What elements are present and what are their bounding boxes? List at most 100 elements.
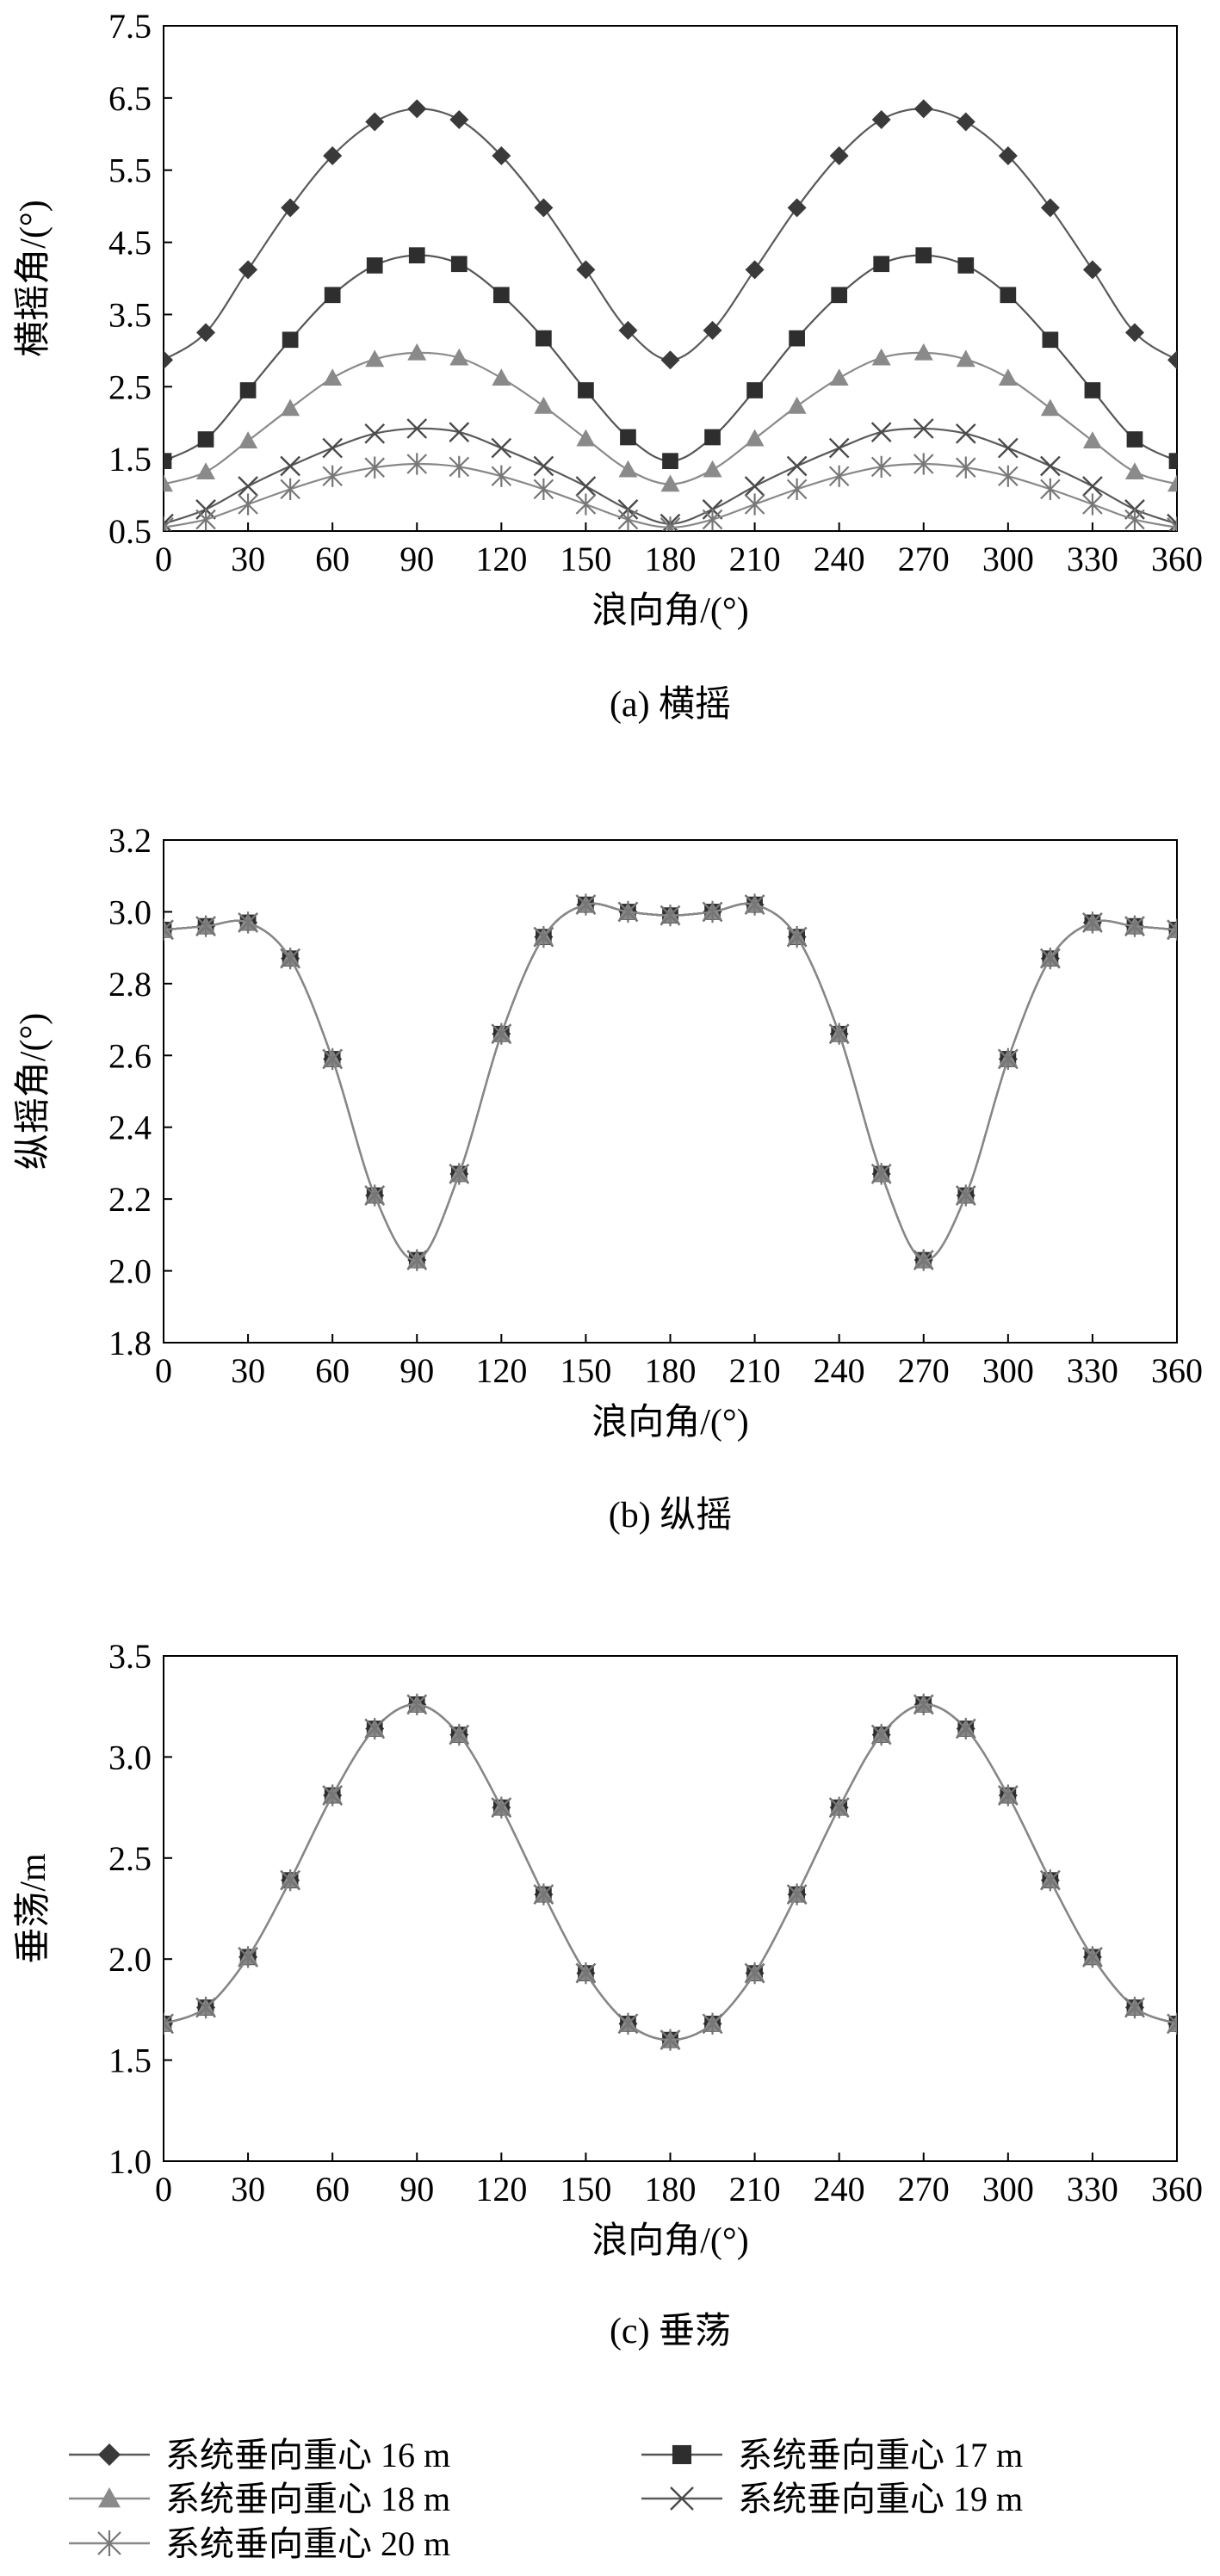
data-point	[956, 456, 976, 479]
x-tick-label: 180	[645, 2170, 697, 2208]
series-line	[164, 902, 1177, 1262]
data-point	[1082, 911, 1103, 934]
data-point	[195, 1996, 216, 2019]
data-point	[449, 422, 470, 442]
x-tick-label: 150	[560, 1351, 611, 1390]
data-point	[617, 2012, 639, 2035]
data-point	[1167, 350, 1177, 370]
chart-panel-1: 0 30 60 90 120 150 180 210 240 270 300 330 360 1.8 2.0…	[14, 821, 1203, 1535]
series-line	[164, 108, 1177, 361]
data-point	[1042, 331, 1059, 349]
data-point	[491, 465, 512, 487]
chart-panel-2: 0 30 60 90 120 150 180 210 240 270 300 330 360 1.0 1.5…	[14, 1637, 1203, 2351]
series-line	[164, 1703, 1177, 2042]
legend-marker	[97, 2530, 121, 2556]
x-tick-label: 360	[1151, 2170, 1203, 2208]
data-point	[322, 1784, 343, 1807]
data-point	[618, 320, 638, 340]
data-point	[744, 493, 765, 516]
x-tick-label: 240	[814, 2170, 865, 2208]
data-point	[533, 478, 554, 501]
data-point	[702, 900, 723, 924]
x-tick-label: 150	[560, 540, 611, 578]
data-point	[660, 350, 680, 370]
x-tick-label: 30	[231, 540, 265, 578]
data-point	[164, 2012, 174, 2035]
data-point	[786, 478, 808, 501]
data-point	[956, 1717, 976, 1740]
data-point	[998, 1047, 1019, 1071]
y-tick-label: 2.4	[108, 1109, 152, 1147]
data-point	[998, 368, 1018, 386]
x-tick-label: 300	[982, 2170, 1034, 2208]
data-point	[871, 110, 891, 130]
x-tick-label: 60	[315, 540, 350, 578]
data-point	[196, 462, 216, 480]
legend-marker	[670, 2486, 694, 2511]
panel-caption: (a) 横摇	[610, 685, 731, 725]
data-point	[195, 915, 216, 937]
data-point	[575, 1961, 597, 1985]
y-tick-label: 2.0	[108, 1252, 152, 1291]
data-point	[660, 474, 680, 492]
series-3	[164, 1694, 1177, 2050]
data-point	[576, 260, 596, 280]
x-tick-label: 150	[560, 2170, 611, 2208]
x-tick-label: 300	[982, 1351, 1034, 1390]
data-point	[956, 112, 975, 132]
data-point	[164, 474, 173, 492]
data-point	[915, 247, 932, 264]
data-point	[449, 110, 469, 130]
y-tick-label: 1.0	[108, 2142, 152, 2181]
data-point	[578, 382, 594, 398]
data-point	[1040, 1869, 1061, 1892]
data-point	[533, 925, 554, 948]
y-axis-label: 纵摇角/(°)	[14, 1013, 53, 1170]
data-point	[533, 455, 554, 477]
x-tick-label: 0	[155, 2170, 172, 2208]
data-point	[1167, 516, 1177, 531]
data-point	[1082, 260, 1102, 280]
x-tick-label: 240	[814, 1351, 865, 1390]
legend: 系统垂向重心 16 m 系统垂向重心 17 m 系统垂向重心 18 m 系统垂向重心 …	[69, 2436, 1023, 2563]
x-tick-label: 240	[814, 540, 865, 578]
data-point	[870, 1163, 892, 1185]
series-line	[164, 902, 1177, 1262]
data-point	[195, 508, 216, 531]
data-point	[704, 429, 721, 446]
data-point	[492, 287, 510, 304]
data-point	[703, 460, 722, 478]
data-point	[324, 287, 341, 304]
data-point	[408, 247, 425, 264]
data-point	[1082, 1946, 1103, 1968]
data-point	[1082, 493, 1103, 516]
data-point	[1168, 453, 1177, 470]
data-point	[164, 350, 173, 370]
data-point	[1124, 1996, 1145, 2019]
legend-item-4: 系统垂向重心 20 m	[69, 2524, 450, 2563]
data-point	[407, 343, 427, 361]
y-tick-label: 2.8	[108, 965, 152, 1004]
data-point	[1084, 382, 1101, 398]
data-point	[913, 343, 933, 361]
data-point	[786, 925, 808, 948]
y-tick-label: 5.5	[108, 151, 152, 190]
legend-label: 系统垂向重心 19 m	[738, 2480, 1023, 2518]
legend-marker	[672, 2444, 692, 2465]
panel-caption: (b) 纵摇	[609, 1496, 732, 1535]
y-axis-label: 横摇角/(°)	[14, 200, 53, 356]
x-tick-label: 270	[898, 2170, 950, 2208]
series-4	[164, 453, 1177, 531]
legend-item-3: 系统垂向重心 19 m	[641, 2480, 1023, 2518]
data-point	[364, 456, 385, 479]
y-tick-label: 6.5	[108, 79, 152, 118]
data-point	[1124, 462, 1144, 480]
data-point	[575, 476, 597, 497]
y-tick-label: 7.5	[108, 7, 152, 46]
series-3	[164, 894, 1177, 1270]
data-point	[831, 287, 848, 304]
data-point	[449, 348, 469, 366]
x-tick-label: 90	[399, 540, 434, 578]
data-point	[280, 948, 300, 970]
series-line	[164, 1703, 1177, 2042]
